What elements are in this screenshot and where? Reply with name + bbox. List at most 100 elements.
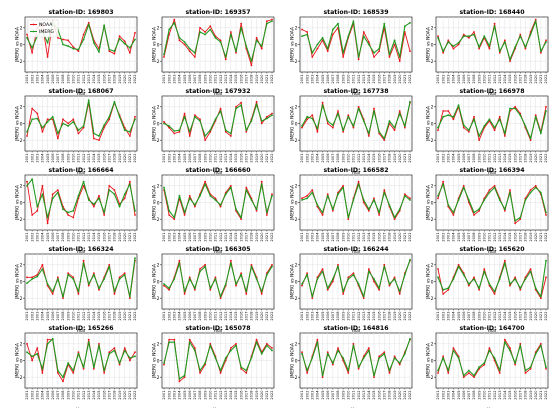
x-tick-label: 2012 bbox=[219, 75, 223, 84]
x-tick-label: 2007 bbox=[193, 391, 197, 400]
data-point-noaa bbox=[265, 115, 268, 118]
data-point-noaa bbox=[478, 209, 481, 212]
data-point-imerg bbox=[321, 374, 324, 377]
y-axis-label: IMERG vs NOAA bbox=[15, 264, 21, 299]
x-tick-label: 2002 bbox=[305, 391, 309, 400]
x-tick-label: 2004 bbox=[41, 74, 45, 84]
data-point-noaa bbox=[62, 297, 64, 300]
data-point-imerg bbox=[199, 120, 201, 122]
data-point-imerg bbox=[113, 349, 116, 352]
data-point-imerg bbox=[383, 191, 386, 194]
data-point-imerg bbox=[306, 369, 309, 372]
y-tick-label: -2 bbox=[429, 296, 434, 302]
x-tick-label: 2018 bbox=[250, 153, 254, 163]
x-tick-label: 2011 bbox=[488, 233, 492, 242]
x-tick-label: 2012 bbox=[493, 391, 497, 400]
data-point-noaa bbox=[442, 293, 445, 295]
data-point-noaa bbox=[388, 372, 391, 374]
x-tick-label: 2002 bbox=[167, 312, 171, 321]
y-tick-label: 2 bbox=[295, 342, 298, 348]
data-point-imerg bbox=[250, 60, 253, 63]
y-axis-label: IMERG vs NOAA bbox=[15, 106, 21, 141]
data-point-imerg bbox=[529, 137, 532, 140]
x-tick-label: 2007 bbox=[467, 391, 471, 400]
data-point-noaa bbox=[357, 180, 360, 183]
data-point-noaa bbox=[383, 263, 386, 266]
data-point-noaa bbox=[72, 118, 75, 121]
data-point-noaa bbox=[72, 216, 75, 219]
x-tick-label: 2009 bbox=[203, 153, 207, 163]
data-point-noaa bbox=[498, 372, 501, 374]
data-point-imerg bbox=[321, 270, 324, 273]
y-tick-label: 0 bbox=[431, 279, 434, 285]
y-tick-label: -2 bbox=[429, 375, 434, 381]
x-tick-label: 2015 bbox=[234, 391, 238, 400]
data-point-noaa bbox=[82, 33, 85, 36]
x-tick-label: 2014 bbox=[503, 311, 507, 321]
x-tick-label: 2005 bbox=[457, 391, 461, 400]
x-tick-label: 2015 bbox=[508, 75, 512, 84]
data-point-imerg bbox=[173, 278, 176, 280]
x-tick-label: 2007 bbox=[56, 233, 60, 242]
x-tick-label: 2010 bbox=[71, 153, 75, 163]
data-point-imerg bbox=[193, 287, 196, 290]
x-tick-label: 2006 bbox=[326, 232, 330, 242]
data-point-noaa bbox=[92, 205, 95, 208]
x-tick-label: 2016 bbox=[513, 311, 517, 321]
x-tick-label: 2009 bbox=[341, 311, 345, 321]
data-point-imerg bbox=[31, 178, 34, 181]
data-point-imerg bbox=[452, 211, 455, 214]
data-point-imerg bbox=[214, 357, 217, 359]
data-point-imerg bbox=[183, 290, 186, 293]
data-point-imerg bbox=[503, 41, 506, 43]
x-tick-label: 2011 bbox=[77, 154, 81, 163]
x-tick-label: 2012 bbox=[357, 312, 361, 321]
x-tick-label: 2001 bbox=[436, 233, 440, 242]
x-tick-label: 2022 bbox=[270, 233, 274, 242]
data-point-imerg bbox=[534, 352, 537, 355]
data-point-imerg bbox=[255, 39, 258, 42]
x-tick-label: 2022 bbox=[544, 75, 548, 84]
panel-title: station-ID: 166244 bbox=[323, 246, 389, 253]
data-point-noaa bbox=[178, 259, 181, 262]
y-tick-label: -2 bbox=[293, 296, 298, 302]
data-point-imerg bbox=[342, 290, 345, 293]
y-tick-label: 2 bbox=[20, 26, 23, 32]
x-tick-label: 2016 bbox=[377, 232, 381, 242]
x-tick-label: 2007 bbox=[467, 75, 471, 84]
x-tick-label: 2007 bbox=[193, 154, 197, 163]
data-point-noaa bbox=[529, 189, 532, 191]
data-point-imerg bbox=[108, 352, 111, 355]
x-tick-label: 2022 bbox=[544, 154, 548, 163]
data-point-imerg bbox=[56, 369, 59, 372]
data-point-noaa bbox=[108, 50, 111, 53]
data-point-imerg bbox=[260, 45, 263, 48]
x-tick-label: 2020 bbox=[123, 153, 127, 163]
data-point-noaa bbox=[311, 297, 314, 300]
data-point-imerg bbox=[108, 115, 111, 118]
data-point-imerg bbox=[72, 120, 75, 123]
data-point-imerg bbox=[214, 118, 217, 121]
data-point-noaa bbox=[229, 135, 232, 137]
data-point-imerg bbox=[255, 103, 258, 106]
x-tick-label: 2002 bbox=[30, 233, 34, 242]
data-point-imerg bbox=[483, 270, 486, 273]
x-tick-label: 2018 bbox=[113, 232, 117, 242]
data-point-imerg bbox=[265, 22, 268, 25]
data-point-noaa bbox=[524, 372, 527, 374]
legend-label: NOAA bbox=[39, 22, 53, 28]
data-point-noaa bbox=[483, 268, 486, 270]
x-tick-label: 2015 bbox=[372, 75, 376, 84]
x-tick-label: 2013 bbox=[224, 391, 228, 400]
data-point-noaa bbox=[452, 347, 455, 349]
x-tick-label: 2006 bbox=[51, 311, 55, 321]
x-tick-label: 2014 bbox=[229, 390, 233, 400]
x-tick-label: 2016 bbox=[513, 153, 517, 163]
y-axis-label: IMERG vs NOAA bbox=[290, 106, 296, 141]
series-line-imerg bbox=[301, 183, 411, 219]
data-point-imerg bbox=[67, 362, 70, 364]
y-tick-label: 0 bbox=[157, 121, 160, 127]
data-point-noaa bbox=[67, 214, 70, 216]
data-point-imerg bbox=[488, 191, 491, 194]
x-tick-label: 2008 bbox=[61, 311, 65, 321]
